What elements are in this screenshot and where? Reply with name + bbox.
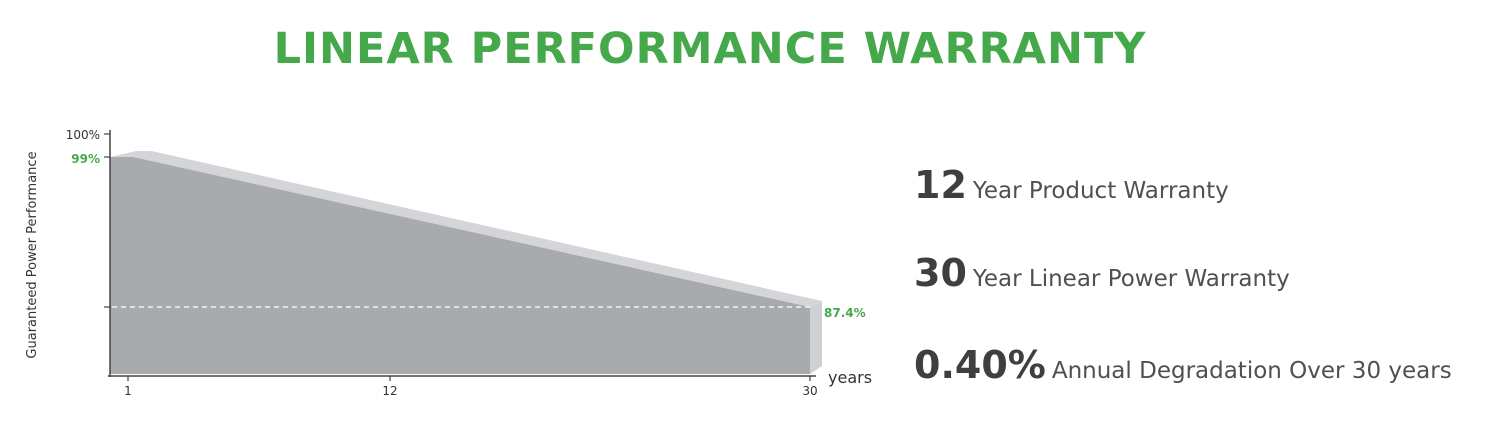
page-title: LINEAR PERFORMANCE WARRANTY <box>273 24 1147 74</box>
stat-text: Year Product Warranty <box>972 178 1229 204</box>
y-axis-label: Guaranteed Power Performance <box>25 151 40 358</box>
end-value-label: 87.4% <box>824 306 866 320</box>
y-tick-label: 99% <box>71 152 100 166</box>
degradation-stat: 0.40% Annual Degradation Over 30 years <box>914 343 1452 387</box>
area-series <box>110 157 810 374</box>
y-tick-label: 100% <box>66 128 100 142</box>
stat-number: 0.40% <box>914 343 1046 387</box>
x-axis-label: years <box>828 368 872 387</box>
stat-number: 30 <box>914 251 967 295</box>
x-tick-label: 30 <box>802 384 817 398</box>
x-tick-label: 12 <box>382 384 397 398</box>
area-side-face <box>810 301 822 374</box>
product-warranty-stat: 12 Year Product Warranty <box>914 163 1229 207</box>
warranty-chart: 100% 99% 87.4% 1 12 30 years Guaranteed Power P… <box>25 128 872 398</box>
x-tick-label: 1 <box>124 384 132 398</box>
stat-text: Annual Degradation Over 30 years <box>1051 358 1452 384</box>
area-top-face <box>110 151 822 307</box>
power-warranty-stat: 30 Year Linear Power Warranty <box>914 251 1290 295</box>
stat-text: Year Linear Power Warranty <box>972 266 1290 292</box>
stat-number: 12 <box>914 163 967 207</box>
